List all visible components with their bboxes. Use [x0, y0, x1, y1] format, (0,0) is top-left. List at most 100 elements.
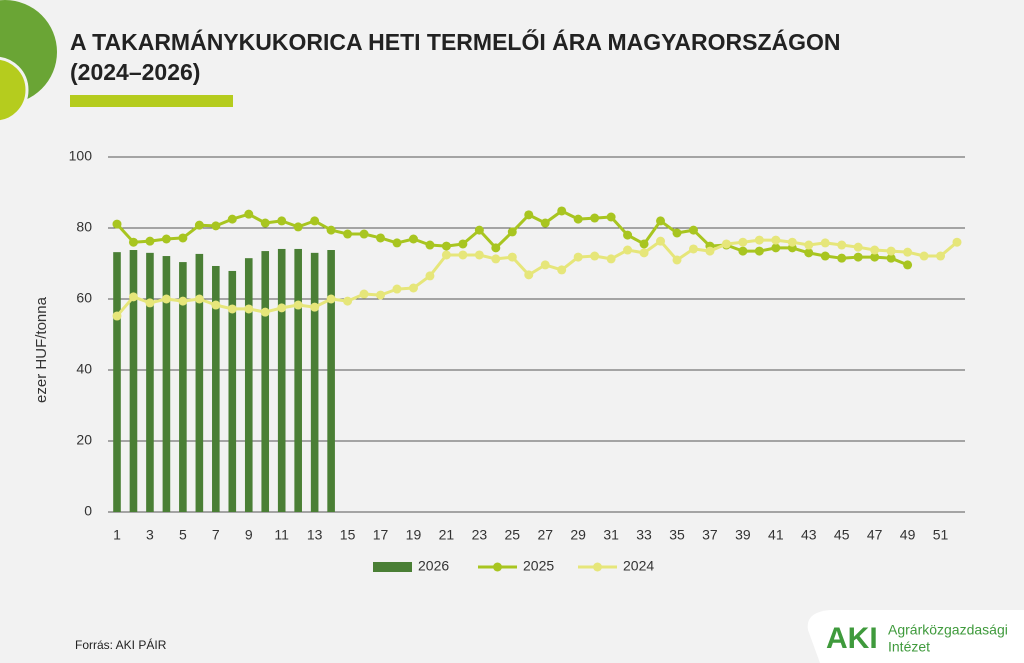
point [145, 236, 155, 246]
x-tick-label: 45 [834, 527, 850, 543]
point [557, 206, 567, 216]
point [540, 218, 550, 228]
point [656, 216, 666, 226]
point [754, 246, 764, 256]
point [623, 245, 633, 255]
x-tick-label: 31 [603, 527, 619, 543]
point [639, 248, 649, 258]
bar [244, 258, 253, 512]
bar [327, 250, 335, 512]
x-tick-label: 41 [768, 527, 784, 543]
point [178, 296, 188, 306]
point [194, 294, 204, 304]
point [837, 253, 847, 263]
point [145, 298, 155, 308]
legend-swatch [373, 562, 412, 572]
point [573, 252, 583, 262]
legend-label: 2024 [623, 558, 654, 574]
y-tick-label: 20 [76, 432, 92, 448]
x-tick-label: 29 [570, 527, 586, 543]
bar [179, 262, 187, 512]
point [112, 219, 122, 229]
point [524, 210, 534, 220]
point [853, 252, 863, 262]
point [705, 246, 715, 256]
point [738, 237, 748, 247]
point [870, 245, 880, 255]
point [227, 304, 237, 314]
x-tick-label: 25 [505, 527, 521, 543]
point [721, 239, 731, 249]
point [787, 237, 797, 247]
logo-text: Agrárközgazdasági [888, 622, 1008, 638]
point [293, 300, 303, 310]
y-tick-label: 80 [76, 219, 92, 235]
x-tick-label: 43 [801, 527, 817, 543]
bar [310, 252, 319, 512]
chart-subtitle: (2024–2026) [70, 59, 200, 85]
point [112, 311, 122, 321]
y-tick-label: 100 [69, 148, 93, 164]
x-tick-label: 35 [669, 527, 685, 543]
legend-swatch [493, 562, 502, 572]
x-tick-label: 7 [212, 527, 220, 543]
point [952, 237, 962, 247]
point [441, 241, 451, 251]
point [837, 240, 847, 250]
x-tick-label: 15 [340, 527, 356, 543]
point [903, 260, 913, 270]
y-tick-label: 0 [84, 503, 92, 519]
point [244, 209, 254, 219]
x-tick-label: 39 [735, 527, 751, 543]
point [936, 251, 946, 261]
source: Forrás: AKI PÁIR [75, 637, 167, 652]
bar [113, 252, 121, 512]
point [870, 252, 880, 262]
point [474, 250, 484, 260]
point [441, 250, 451, 260]
point [903, 247, 913, 257]
point [754, 235, 764, 245]
point [359, 289, 369, 299]
point [804, 248, 814, 258]
point [771, 243, 781, 253]
decor-circle [0, 56, 29, 124]
x-tick-label: 21 [439, 527, 455, 543]
legend-label: 2026 [418, 558, 449, 574]
point [590, 251, 600, 261]
logo-text: Intézet [888, 639, 930, 655]
x-tick-label: 27 [537, 527, 553, 543]
point [886, 253, 896, 263]
chart-title: A TAKARMÁNYKUKORICA HETI TERMELŐI ÁRA MA… [70, 28, 841, 55]
point [507, 227, 517, 237]
point [392, 284, 402, 294]
y-axis-label: ezer HUF/tonna [33, 296, 50, 403]
bar [146, 252, 154, 512]
x-tick-label: 47 [867, 527, 883, 543]
point [886, 246, 896, 256]
bar [212, 265, 220, 512]
point [244, 304, 254, 314]
point [771, 235, 781, 245]
point [194, 220, 204, 230]
point [606, 254, 616, 264]
point [606, 212, 616, 222]
point [524, 270, 534, 280]
point [408, 283, 418, 293]
point [376, 233, 386, 243]
point [672, 255, 682, 265]
bar [228, 270, 237, 512]
bar [195, 253, 204, 513]
point [672, 228, 682, 238]
point [557, 265, 567, 275]
point [688, 244, 698, 254]
point [820, 238, 830, 248]
point [738, 246, 748, 256]
point [688, 225, 698, 235]
point [392, 238, 402, 248]
x-tick-label: 1 [113, 527, 121, 543]
point [639, 239, 649, 249]
point [507, 252, 517, 262]
point [425, 271, 435, 281]
point [425, 240, 435, 250]
